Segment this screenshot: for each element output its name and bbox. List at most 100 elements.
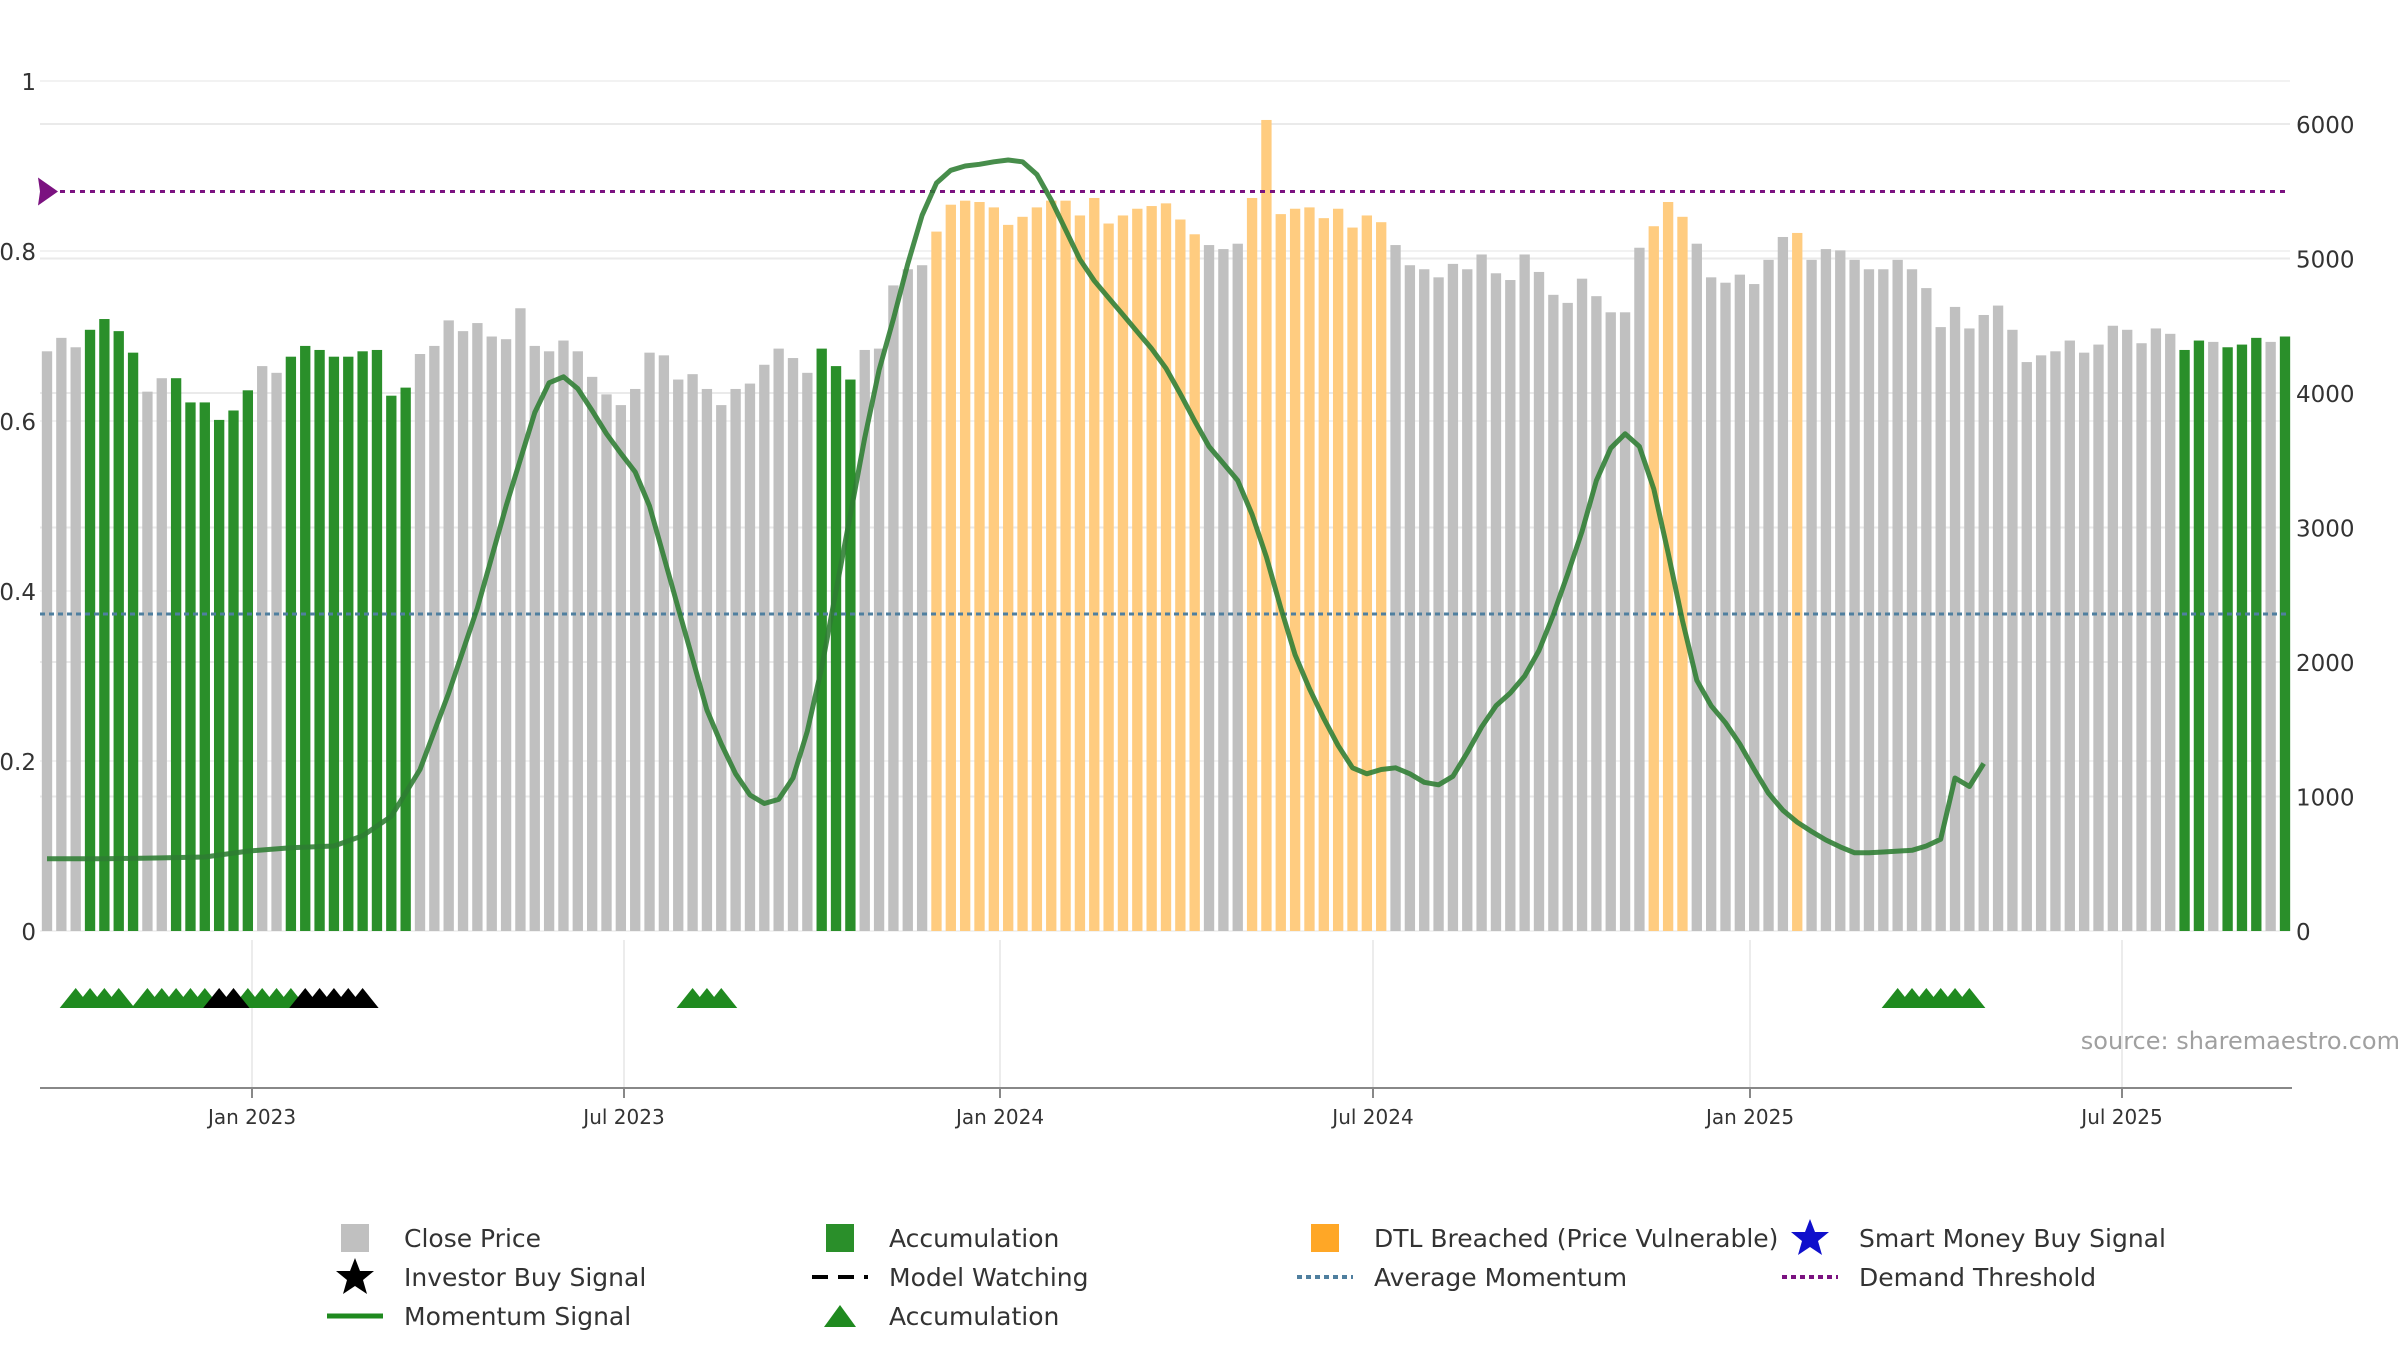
left-axis-tick-label: 0.4 (0, 580, 36, 606)
bar-close (615, 405, 627, 932)
right-axis-tick-label: 5000 (2296, 248, 2355, 274)
x-axis-tick-label: Jan 2024 (954, 1105, 1044, 1129)
bar-close (701, 388, 713, 932)
bar-close (916, 265, 928, 932)
accumulation-triangle-icon (705, 988, 738, 1008)
bar-close (744, 383, 756, 932)
legend-label: Investor Buy Signal (404, 1262, 647, 1292)
green-triangle-icon (805, 1298, 875, 1334)
bar-close (1849, 259, 1860, 932)
bar-acc (816, 348, 827, 931)
bar-dtl (1361, 215, 1373, 931)
bar-acc (285, 356, 297, 931)
bar-acc (400, 387, 411, 931)
bar-close (2064, 340, 2075, 931)
bar-dtl (1175, 219, 1186, 931)
green-line-icon (320, 1298, 390, 1334)
bar-close (1892, 259, 1903, 932)
bar-close (500, 339, 512, 931)
bar-dtl (1246, 197, 1258, 932)
legend-label: Momentum Signal (404, 1301, 632, 1331)
bar-close (1992, 305, 2004, 931)
bar-close (1978, 314, 1989, 931)
bar-close (572, 351, 583, 931)
legend-item-accumulation: Accumulation (805, 1220, 1059, 1256)
left-axis-tick-label: 0.2 (0, 750, 36, 776)
bar-dtl (1017, 216, 1028, 931)
bar-acc (185, 402, 196, 931)
bar-close (1419, 269, 1430, 931)
x-axis-tick-label: Jan 2025 (1704, 1105, 1794, 1129)
investor-buy-marker-icon (346, 988, 379, 1008)
demand-threshold-marker-icon (38, 177, 58, 206)
bar-dtl (1275, 214, 1286, 932)
momentum-line-group (47, 157, 1986, 862)
bar-close (759, 364, 770, 931)
bar-close (630, 388, 641, 932)
gray-square-icon (320, 1220, 390, 1256)
bar-acc (99, 319, 110, 931)
x-axis: Jan 2023 Jul 2023 Jan 2024 Jul 2024 Jan 2025… (40, 1087, 2292, 1129)
source-note: source: sharemaestro.com (2081, 1027, 2400, 1055)
green-square-icon (805, 1220, 875, 1256)
bar-close (1820, 249, 1832, 931)
bar-close (1935, 327, 1946, 932)
bar-close (1433, 277, 1444, 932)
bar-close (529, 345, 540, 931)
bar-close (2136, 343, 2147, 931)
bar-close (1749, 284, 1760, 931)
bar-close (156, 378, 167, 932)
bar-dtl (1146, 206, 1157, 932)
bar-acc (343, 356, 354, 931)
bar-close (1634, 247, 1645, 932)
bar-acc (127, 352, 139, 931)
bar-acc (84, 329, 96, 931)
bar-close (2007, 329, 2018, 931)
bar-close (1734, 274, 1746, 931)
bar-close (1218, 249, 1229, 931)
bar-dtl (1648, 226, 1659, 932)
bar-close (2021, 362, 2032, 931)
legend-item-demand-threshold: Demand Threshold (1775, 1259, 2096, 1295)
bar-acc (300, 345, 311, 931)
legend-label: Accumulation (889, 1223, 1060, 1253)
right-axis-tick-label: 2000 (2296, 651, 2355, 677)
bar-dtl (931, 231, 942, 932)
black-star-icon (320, 1258, 390, 1295)
bar-close (1777, 236, 1789, 932)
bar-close (787, 358, 799, 931)
bar-dtl (1318, 218, 1329, 931)
bar-close (2050, 351, 2061, 931)
bar-close (1447, 263, 1459, 931)
bar-close (56, 337, 67, 932)
bar-close (142, 391, 153, 931)
bar-close (1720, 282, 1731, 932)
momentum-signal-line (47, 157, 1986, 862)
legend-item-accumulation-triangle: Accumulation (805, 1298, 1059, 1334)
bar-acc (242, 390, 254, 931)
dotted-purple-line-icon (1775, 1259, 1845, 1295)
bar-close (1878, 269, 1889, 931)
legend-label: Smart Money Buy Signal (1859, 1223, 2166, 1253)
bar-dtl (1347, 227, 1358, 931)
left-axis-tick-label: 0.6 (0, 410, 36, 436)
bar-dtl (1031, 207, 1043, 931)
legend-item-smart-money: Smart Money Buy Signal (1775, 1219, 2166, 1256)
bar-close (1591, 296, 1602, 931)
bar-close (802, 372, 813, 931)
bar-acc (113, 331, 124, 931)
bar-acc (328, 356, 340, 931)
bar-close (1964, 328, 1975, 931)
signal-row (59, 988, 1986, 1008)
bar-acc (371, 349, 383, 932)
bar-dtl (1662, 202, 1674, 931)
bar-close (2093, 344, 2104, 932)
bar-close (41, 351, 53, 931)
x-axis-tick-label: Jan 2023 (206, 1105, 296, 1129)
legend-item-model-watching: Model Watching (805, 1259, 1089, 1295)
bar-close (1806, 259, 1817, 932)
bar-close (1906, 269, 1918, 931)
bar-close (2208, 341, 2219, 931)
bar-dtl (1189, 234, 1200, 932)
accumulation-triangle-icon (1953, 988, 1986, 1008)
